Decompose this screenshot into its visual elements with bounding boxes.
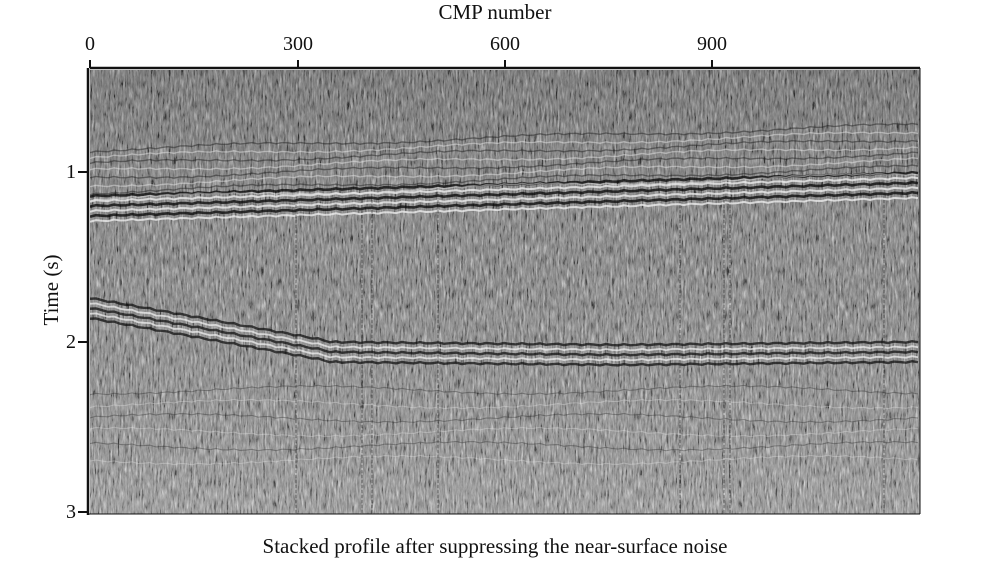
reflector-band [90,190,919,219]
figure-caption: Stacked profile after suppressing the ne… [262,534,728,558]
x-axis-title: CMP number [438,0,552,24]
x-axis-ticks [89,60,713,68]
reflector-band [90,312,919,362]
reflector-band [90,176,919,203]
reflector-band [90,412,919,424]
reflector-band [90,454,919,466]
y-tick-label-2: 2 [66,331,76,353]
reflector-band [90,170,919,199]
y-axis-ticks [78,171,88,513]
x-tick-label-0: 0 [85,33,95,55]
reflector-band [90,196,919,223]
reflector-band [90,146,919,171]
reflector-band [90,426,919,438]
reflector-band [90,156,919,188]
reflector-band [90,384,919,396]
x-tick-label-300: 300 [283,33,313,55]
reflector-band [90,131,919,160]
reflector-band [90,173,919,202]
reflector-band [90,440,919,452]
reflector-band [90,122,919,154]
seismic-image [90,70,920,514]
reflector-band [90,398,919,410]
reflector-band [90,302,919,352]
y-tick-label-3: 3 [66,501,76,523]
x-tick-label-600: 600 [490,33,520,55]
reflector-band [90,297,919,347]
reflector-band [90,151,919,179]
reflector-band [90,317,919,367]
x-tick-label-900: 900 [697,33,727,55]
reflector-band [90,307,919,357]
reflector-band [90,139,919,165]
reflector-events [90,122,919,514]
reflector-band [90,180,919,209]
reflector-band [90,164,919,196]
y-tick-label-1: 1 [66,161,76,183]
reflector-band [90,186,919,213]
